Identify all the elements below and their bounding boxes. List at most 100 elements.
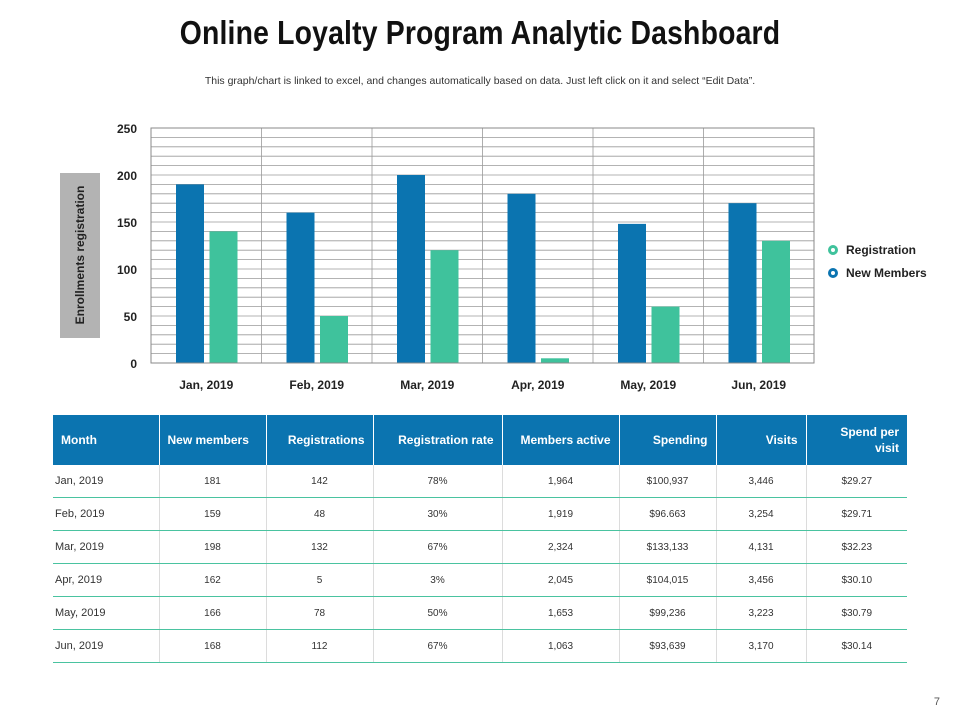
table-row: Jan, 2019 181 142 78% 1,964 $100,937 3,4… (53, 465, 907, 498)
cell-month: Feb, 2019 (53, 497, 160, 531)
cell-registrations: 142 (266, 465, 374, 498)
bar-new-members (618, 223, 646, 363)
cell-members-active: 1,063 (502, 629, 620, 663)
page-number: 7 (933, 696, 940, 708)
column-header-registrations: Registrations (266, 415, 374, 465)
legend-marker-registration-icon (828, 244, 838, 255)
cell-registrations: 48 (266, 497, 374, 531)
cell-spending: $99,236 (619, 596, 717, 630)
y-tick-label: 100 (117, 263, 137, 277)
x-tick-label: Mar, 2019 (400, 378, 454, 392)
cell-new-members: 198 (159, 530, 267, 564)
cell-new-members: 162 (159, 563, 267, 597)
cell-visits: 3,254 (716, 497, 807, 531)
cell-registration-rate: 67% (373, 629, 503, 663)
cell-visits: 3,446 (716, 465, 807, 498)
cell-members-active: 2,045 (502, 563, 620, 597)
x-tick-label: Apr, 2019 (511, 378, 565, 392)
column-header-new-members: New members (159, 415, 267, 465)
stats-table-container: Month New members Registrations Registra… (53, 415, 907, 663)
column-header-registration-rate: Registration rate (373, 415, 503, 465)
y-tick-label: 150 (117, 216, 137, 230)
cell-visits: 3,170 (716, 629, 807, 663)
plot-border (150, 127, 815, 364)
cell-registration-rate: 50% (373, 596, 503, 630)
bar-new-members (176, 184, 204, 363)
stats-table: Month New members Registrations Registra… (53, 415, 907, 663)
cell-spending: $133,133 (619, 530, 717, 564)
cell-spending: $96.663 (619, 497, 717, 531)
legend-marker-new-members-icon (828, 267, 838, 278)
page-title: Online Loyalty Program Analytic Dashboar… (179, 14, 781, 51)
cell-registrations: 78 (266, 596, 374, 630)
bar-registration (209, 231, 238, 363)
bar-chart: 0 50 100 150 200 250 Jan, 2019 Feb, 2019 Mar, 20… (117, 122, 815, 392)
column-header-members-active: Members active (502, 415, 620, 465)
table-header-row: Month New members Registrations Registra… (53, 415, 907, 465)
y-tick-label: 0 (130, 357, 137, 371)
cell-month: Mar, 2019 (53, 530, 160, 564)
y-tick-label: 200 (117, 169, 137, 183)
bar-registration (430, 250, 459, 363)
x-tick-label: Jan, 2019 (179, 378, 233, 392)
cell-registration-rate: 67% (373, 530, 503, 564)
cell-spend-per-visit: $30.79 (806, 596, 907, 630)
bar-new-members (286, 212, 315, 363)
y-axis-label-box (60, 173, 100, 338)
chart-legend: Registration New Members (828, 238, 927, 284)
cell-spend-per-visit: $30.10 (806, 563, 907, 597)
cell-members-active: 1,964 (502, 465, 620, 498)
legend-label-new-members: New Members (846, 265, 927, 280)
chart-subtitle: This graph/chart is linked to excel, and… (204, 75, 756, 87)
legend-item-new-members: New Members (828, 261, 927, 284)
y-tick-label: 250 (117, 122, 137, 136)
table-row: Feb, 2019 159 48 30% 1,919 $96.663 3,254… (53, 497, 907, 531)
table-row: Mar, 2019 198 132 67% 2,324 $133,133 4,1… (53, 530, 907, 564)
column-header-spending: Spending (619, 415, 717, 465)
column-header-visits: Visits (716, 415, 807, 465)
bar-registration (651, 306, 680, 363)
cell-spending: $100,937 (619, 465, 717, 498)
x-tick-label: Jun, 2019 (731, 378, 786, 392)
cell-registrations: 132 (266, 530, 374, 564)
cell-spend-per-visit: $32.23 (806, 530, 907, 564)
y-tick-label: 50 (124, 310, 138, 324)
bar-registration (762, 240, 790, 363)
cell-new-members: 181 (159, 465, 267, 498)
bar-new-members (728, 203, 757, 363)
legend-item-registration: Registration (828, 238, 927, 261)
column-header-month: Month (53, 415, 160, 465)
table-row: May, 2019 166 78 50% 1,653 $99,236 3,223… (53, 596, 907, 630)
cell-month: May, 2019 (53, 596, 160, 630)
cell-spend-per-visit: $29.71 (806, 497, 907, 531)
column-header-spend-per-visit: Spend per visit (806, 415, 907, 465)
cell-registration-rate: 78% (373, 465, 503, 498)
cell-registrations: 5 (266, 563, 374, 597)
cell-visits: 4,131 (716, 530, 807, 564)
cell-registration-rate: 30% (373, 497, 503, 531)
cell-new-members: 166 (159, 596, 267, 630)
cell-members-active: 2,324 (502, 530, 620, 564)
cell-members-active: 1,919 (502, 497, 620, 531)
bar-registration (541, 358, 569, 363)
cell-spending: $93,639 (619, 629, 717, 663)
bar-registration (320, 316, 348, 363)
cell-spend-per-visit: $30.14 (806, 629, 907, 663)
cell-month: Jun, 2019 (53, 629, 160, 663)
cell-month: Apr, 2019 (53, 563, 160, 597)
cell-new-members: 168 (159, 629, 267, 663)
cell-registration-rate: 3% (373, 563, 503, 597)
table-row: Jun, 2019 168 112 67% 1,063 $93,639 3,17… (53, 629, 907, 663)
bar-new-members (507, 193, 536, 363)
bar-new-members (397, 175, 425, 363)
x-tick-label: Feb, 2019 (289, 378, 344, 392)
cell-spend-per-visit: $29.27 (806, 465, 907, 498)
cell-new-members: 159 (159, 497, 267, 531)
cell-members-active: 1,653 (502, 596, 620, 630)
cell-month: Jan, 2019 (53, 465, 160, 498)
cell-spending: $104,015 (619, 563, 717, 597)
table-row: Apr, 2019 162 5 3% 2,045 $104,015 3,456 … (53, 563, 907, 597)
cell-registrations: 112 (266, 629, 374, 663)
x-tick-label: May, 2019 (620, 378, 676, 392)
cell-visits: 3,223 (716, 596, 807, 630)
